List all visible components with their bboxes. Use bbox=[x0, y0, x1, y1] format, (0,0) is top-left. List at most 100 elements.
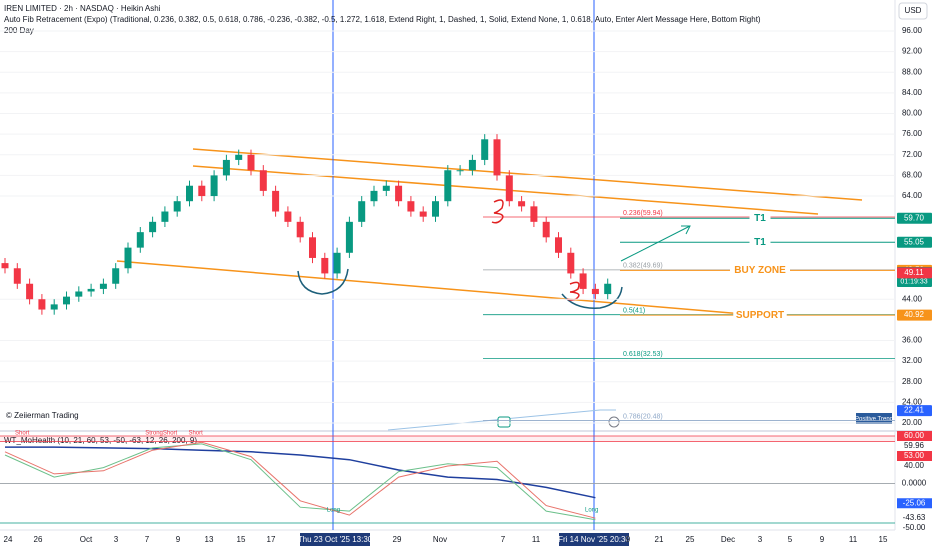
x-tick-label: 29 bbox=[393, 535, 402, 544]
x-tick-label: 15 bbox=[237, 535, 246, 544]
y-tick-label: 24.00 bbox=[902, 398, 923, 407]
fib-label: 0.786(20.48) bbox=[623, 413, 663, 420]
candle-body bbox=[210, 175, 218, 197]
y-tick-label: 64.00 bbox=[902, 191, 923, 200]
price-label-bg bbox=[897, 212, 932, 224]
candle-body bbox=[26, 283, 34, 300]
indicator-label: -43.63 bbox=[903, 513, 926, 522]
x-tick-label: 9 bbox=[626, 535, 631, 544]
annotation-text: T1 bbox=[754, 237, 766, 248]
y-tick-label: 80.00 bbox=[902, 109, 923, 118]
candle-body bbox=[456, 170, 464, 172]
y-tick-label: 84.00 bbox=[902, 88, 923, 97]
price-label: 49.11 bbox=[904, 268, 924, 277]
candle-body bbox=[13, 268, 21, 284]
candle-body bbox=[112, 268, 120, 284]
indicator-label: -50.00 bbox=[903, 523, 926, 532]
candle-body bbox=[407, 201, 415, 212]
y-tick-label: 72.00 bbox=[902, 150, 923, 159]
price-label-bg bbox=[897, 405, 932, 417]
candle-body bbox=[296, 221, 304, 238]
candle-body bbox=[259, 170, 267, 191]
price-label: 22.41 bbox=[904, 406, 925, 415]
x-tick-label: Fri 14 Nov '25 20:30 bbox=[558, 535, 630, 544]
y-tick-label: 92.00 bbox=[902, 47, 923, 56]
annotation-bg bbox=[749, 236, 771, 249]
candle-body bbox=[358, 201, 366, 222]
indicator-label: 40.00 bbox=[904, 461, 925, 470]
icon bbox=[608, 416, 620, 428]
candle-body bbox=[99, 283, 107, 289]
indicator-label-bg bbox=[897, 498, 932, 509]
candle-body bbox=[235, 154, 243, 160]
drawing-three bbox=[491, 199, 504, 224]
annotation-text: SUPPORT bbox=[736, 310, 784, 321]
annotation-bg bbox=[730, 264, 790, 277]
y-tick-label: 68.00 bbox=[902, 171, 923, 180]
drawing-curve bbox=[297, 268, 349, 295]
trend-badge bbox=[856, 413, 892, 424]
icon bbox=[497, 416, 511, 428]
candle-body bbox=[124, 247, 132, 269]
channel-line bbox=[192, 165, 819, 215]
candle-body bbox=[567, 252, 575, 274]
price-label: 59.70 bbox=[904, 213, 925, 222]
x-tick-label: 3 bbox=[758, 535, 763, 544]
currency-box[interactable] bbox=[898, 2, 928, 20]
x-tick-label: 17 bbox=[267, 535, 276, 544]
candle-body bbox=[309, 237, 316, 258]
x-tick-label: 11 bbox=[849, 535, 858, 544]
indicator-line bbox=[5, 446, 596, 499]
target-arrow bbox=[620, 225, 691, 262]
candle-body bbox=[284, 211, 292, 222]
candle-body bbox=[198, 185, 206, 197]
price-label: 55.05 bbox=[904, 237, 925, 246]
x-tick-label: 9 bbox=[820, 535, 825, 544]
candle-body bbox=[518, 201, 526, 207]
candle-body bbox=[530, 206, 538, 222]
candle-body bbox=[604, 283, 612, 295]
signal-label: Long bbox=[585, 508, 598, 514]
candle-body bbox=[173, 201, 181, 212]
signal-label: StrongShort bbox=[145, 431, 177, 437]
fib-label: 0.236(59.94) bbox=[623, 210, 663, 217]
fib-label: 0.382(49.69) bbox=[623, 263, 663, 270]
time-highlight bbox=[300, 533, 370, 546]
candle-body bbox=[149, 221, 157, 233]
drawing-curve bbox=[561, 286, 623, 309]
y-tick-label: 88.00 bbox=[902, 67, 923, 76]
signal-label: Short bbox=[15, 431, 30, 437]
x-tick-label: 7 bbox=[501, 535, 506, 544]
candle-body bbox=[75, 291, 83, 297]
candle-body bbox=[136, 232, 144, 248]
indicator-label-bg bbox=[897, 431, 932, 442]
chart-title: IREN LIMITED · 2h · NASDAQ · Heikin Ashi bbox=[4, 4, 161, 13]
y-tick-label: 32.00 bbox=[902, 356, 923, 365]
x-tick-label: 25 bbox=[686, 535, 695, 544]
y-tick-label: 28.00 bbox=[902, 377, 923, 386]
signal-label: Long bbox=[327, 508, 340, 514]
channel-line bbox=[192, 148, 863, 201]
x-tick-label: 21 bbox=[655, 535, 664, 544]
drawing-three bbox=[566, 281, 580, 301]
x-tick-label: 7 bbox=[145, 535, 150, 544]
indicator-label-bg bbox=[897, 451, 932, 462]
candle-body bbox=[87, 288, 95, 292]
indicator-title: Auto Fib Retracement (Expo) (Traditional… bbox=[4, 15, 761, 24]
x-tick-label: 13 bbox=[205, 535, 214, 544]
currency[interactable]: USD bbox=[905, 6, 922, 15]
candle-body bbox=[333, 252, 341, 274]
x-tick-label: 3 bbox=[114, 535, 119, 544]
y-tick-label: 76.00 bbox=[902, 129, 923, 138]
x-tick-label: 5 bbox=[788, 535, 793, 544]
x-tick-label: 9 bbox=[176, 535, 181, 544]
candle-body bbox=[419, 211, 427, 217]
fib-label: 0.618(32.53) bbox=[623, 351, 663, 358]
countdown: 01:19:33 bbox=[900, 278, 927, 285]
candle-body bbox=[370, 190, 378, 202]
price-label-bg bbox=[897, 236, 932, 248]
candle-body bbox=[444, 170, 452, 202]
